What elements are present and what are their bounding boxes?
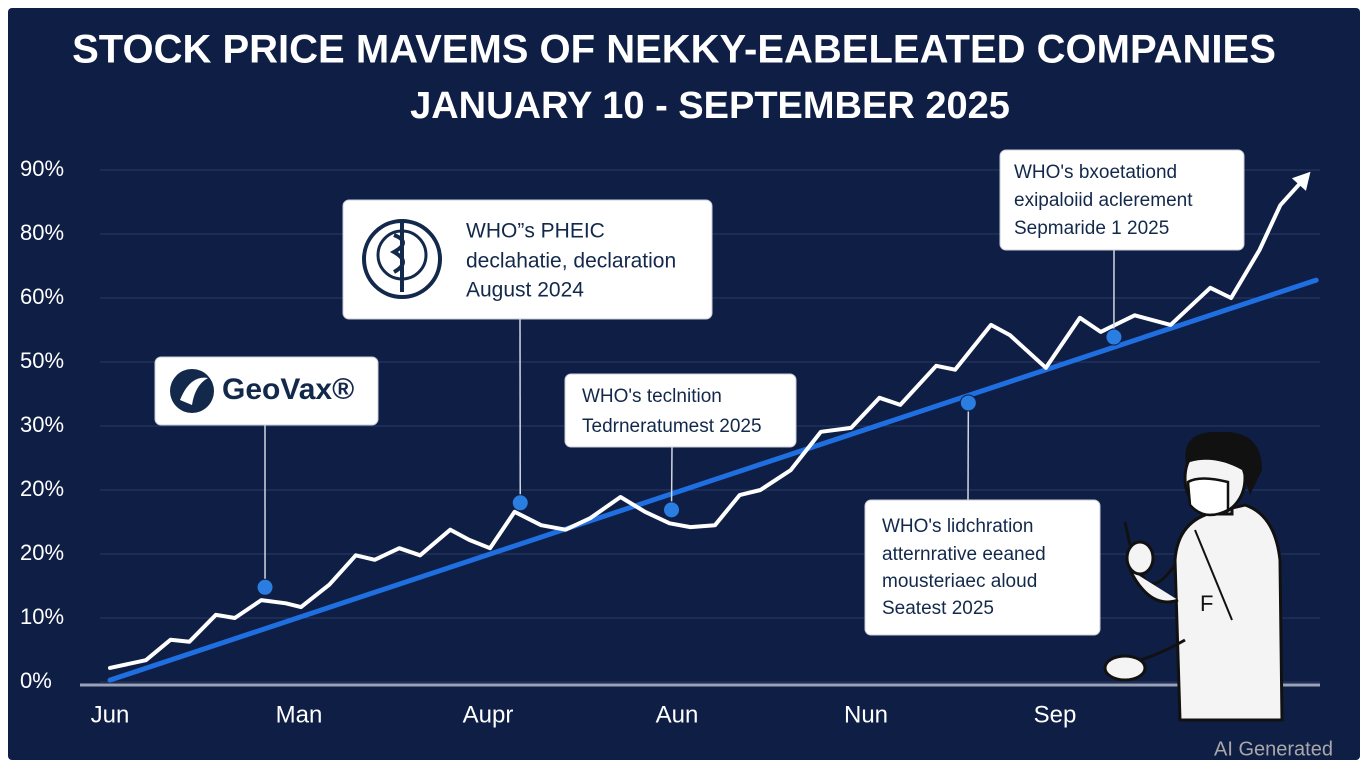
callout-text: declahatie, declaration: [466, 250, 676, 273]
callout-text: atternrative eeaned: [882, 544, 1046, 565]
x-tick-label: Aupr: [463, 701, 514, 728]
chart-subtitle: JANUARY 10 - SEPTEMBER 2025: [410, 85, 1010, 127]
x-tick-label: Aun: [656, 701, 699, 728]
x-tick-label: Nun: [844, 701, 888, 728]
event-marker: [663, 501, 681, 519]
callout-text: WHO's teclnition: [582, 386, 722, 407]
y-tick-label: 20%: [20, 476, 64, 501]
x-tick-label: Jun: [91, 701, 130, 728]
callout-text: WHO's bxoetationd: [1014, 162, 1177, 183]
y-tick-label: 20%: [20, 540, 64, 565]
callout-box: [342, 199, 713, 320]
price-line: [108, 180, 1304, 670]
arrow-head: [1291, 171, 1311, 191]
callout-text: WHO's lidchration: [882, 516, 1033, 537]
presenter-illustration: F: [1103, 431, 1284, 722]
callout-text: mousteriaec aloud: [882, 571, 1037, 592]
callout-box: [564, 373, 797, 448]
y-tick-label: 60%: [20, 284, 64, 309]
y-tick-label: 0%: [20, 668, 52, 693]
event-marker: [256, 578, 274, 596]
chart-title: STOCK PRICE MAVEMS OF NEKKY-EABELEATED C…: [72, 28, 1276, 72]
trend-line: [107, 277, 1319, 683]
y-tick-label: 80%: [20, 220, 64, 245]
event-marker: [1105, 328, 1123, 346]
callout-text: exipaloiid aclerement: [1014, 190, 1193, 211]
y-tick-label: 30%: [20, 412, 64, 437]
callout-text: Seatest 2025: [882, 598, 994, 619]
callout-box: [864, 499, 1101, 636]
y-tick-label: 10%: [20, 604, 64, 629]
x-tick-label: Man: [276, 701, 323, 728]
event-marker: [959, 394, 977, 412]
y-tick-label: 50%: [20, 348, 64, 373]
plot-area: 0% 10% 20% 20% 30% 50% 60% 80% 90% Jun Man Aupr Aun N…: [20, 149, 1320, 728]
coat-pocket: F: [1200, 591, 1213, 616]
callout-text: August 2024: [466, 279, 584, 302]
who-emblem-snake: [389, 233, 405, 274]
callout-box: [154, 356, 379, 426]
event-marker: [511, 494, 529, 512]
who-emblem: [362, 219, 442, 299]
callout-text: GeoVax®: [222, 373, 354, 406]
x-tick-label: Sep: [1034, 701, 1077, 728]
y-tick-label: 90%: [20, 156, 64, 181]
watermark: AI Generated: [1214, 738, 1333, 760]
callout-text: WHO”s PHEIC: [466, 220, 605, 243]
callout-box: [999, 149, 1245, 251]
geovax-logo-mark: [180, 377, 208, 405]
callout-text: Sepmaride 1 2025: [1014, 218, 1169, 239]
callout-text: Tedrneratumest 2025: [582, 416, 762, 437]
